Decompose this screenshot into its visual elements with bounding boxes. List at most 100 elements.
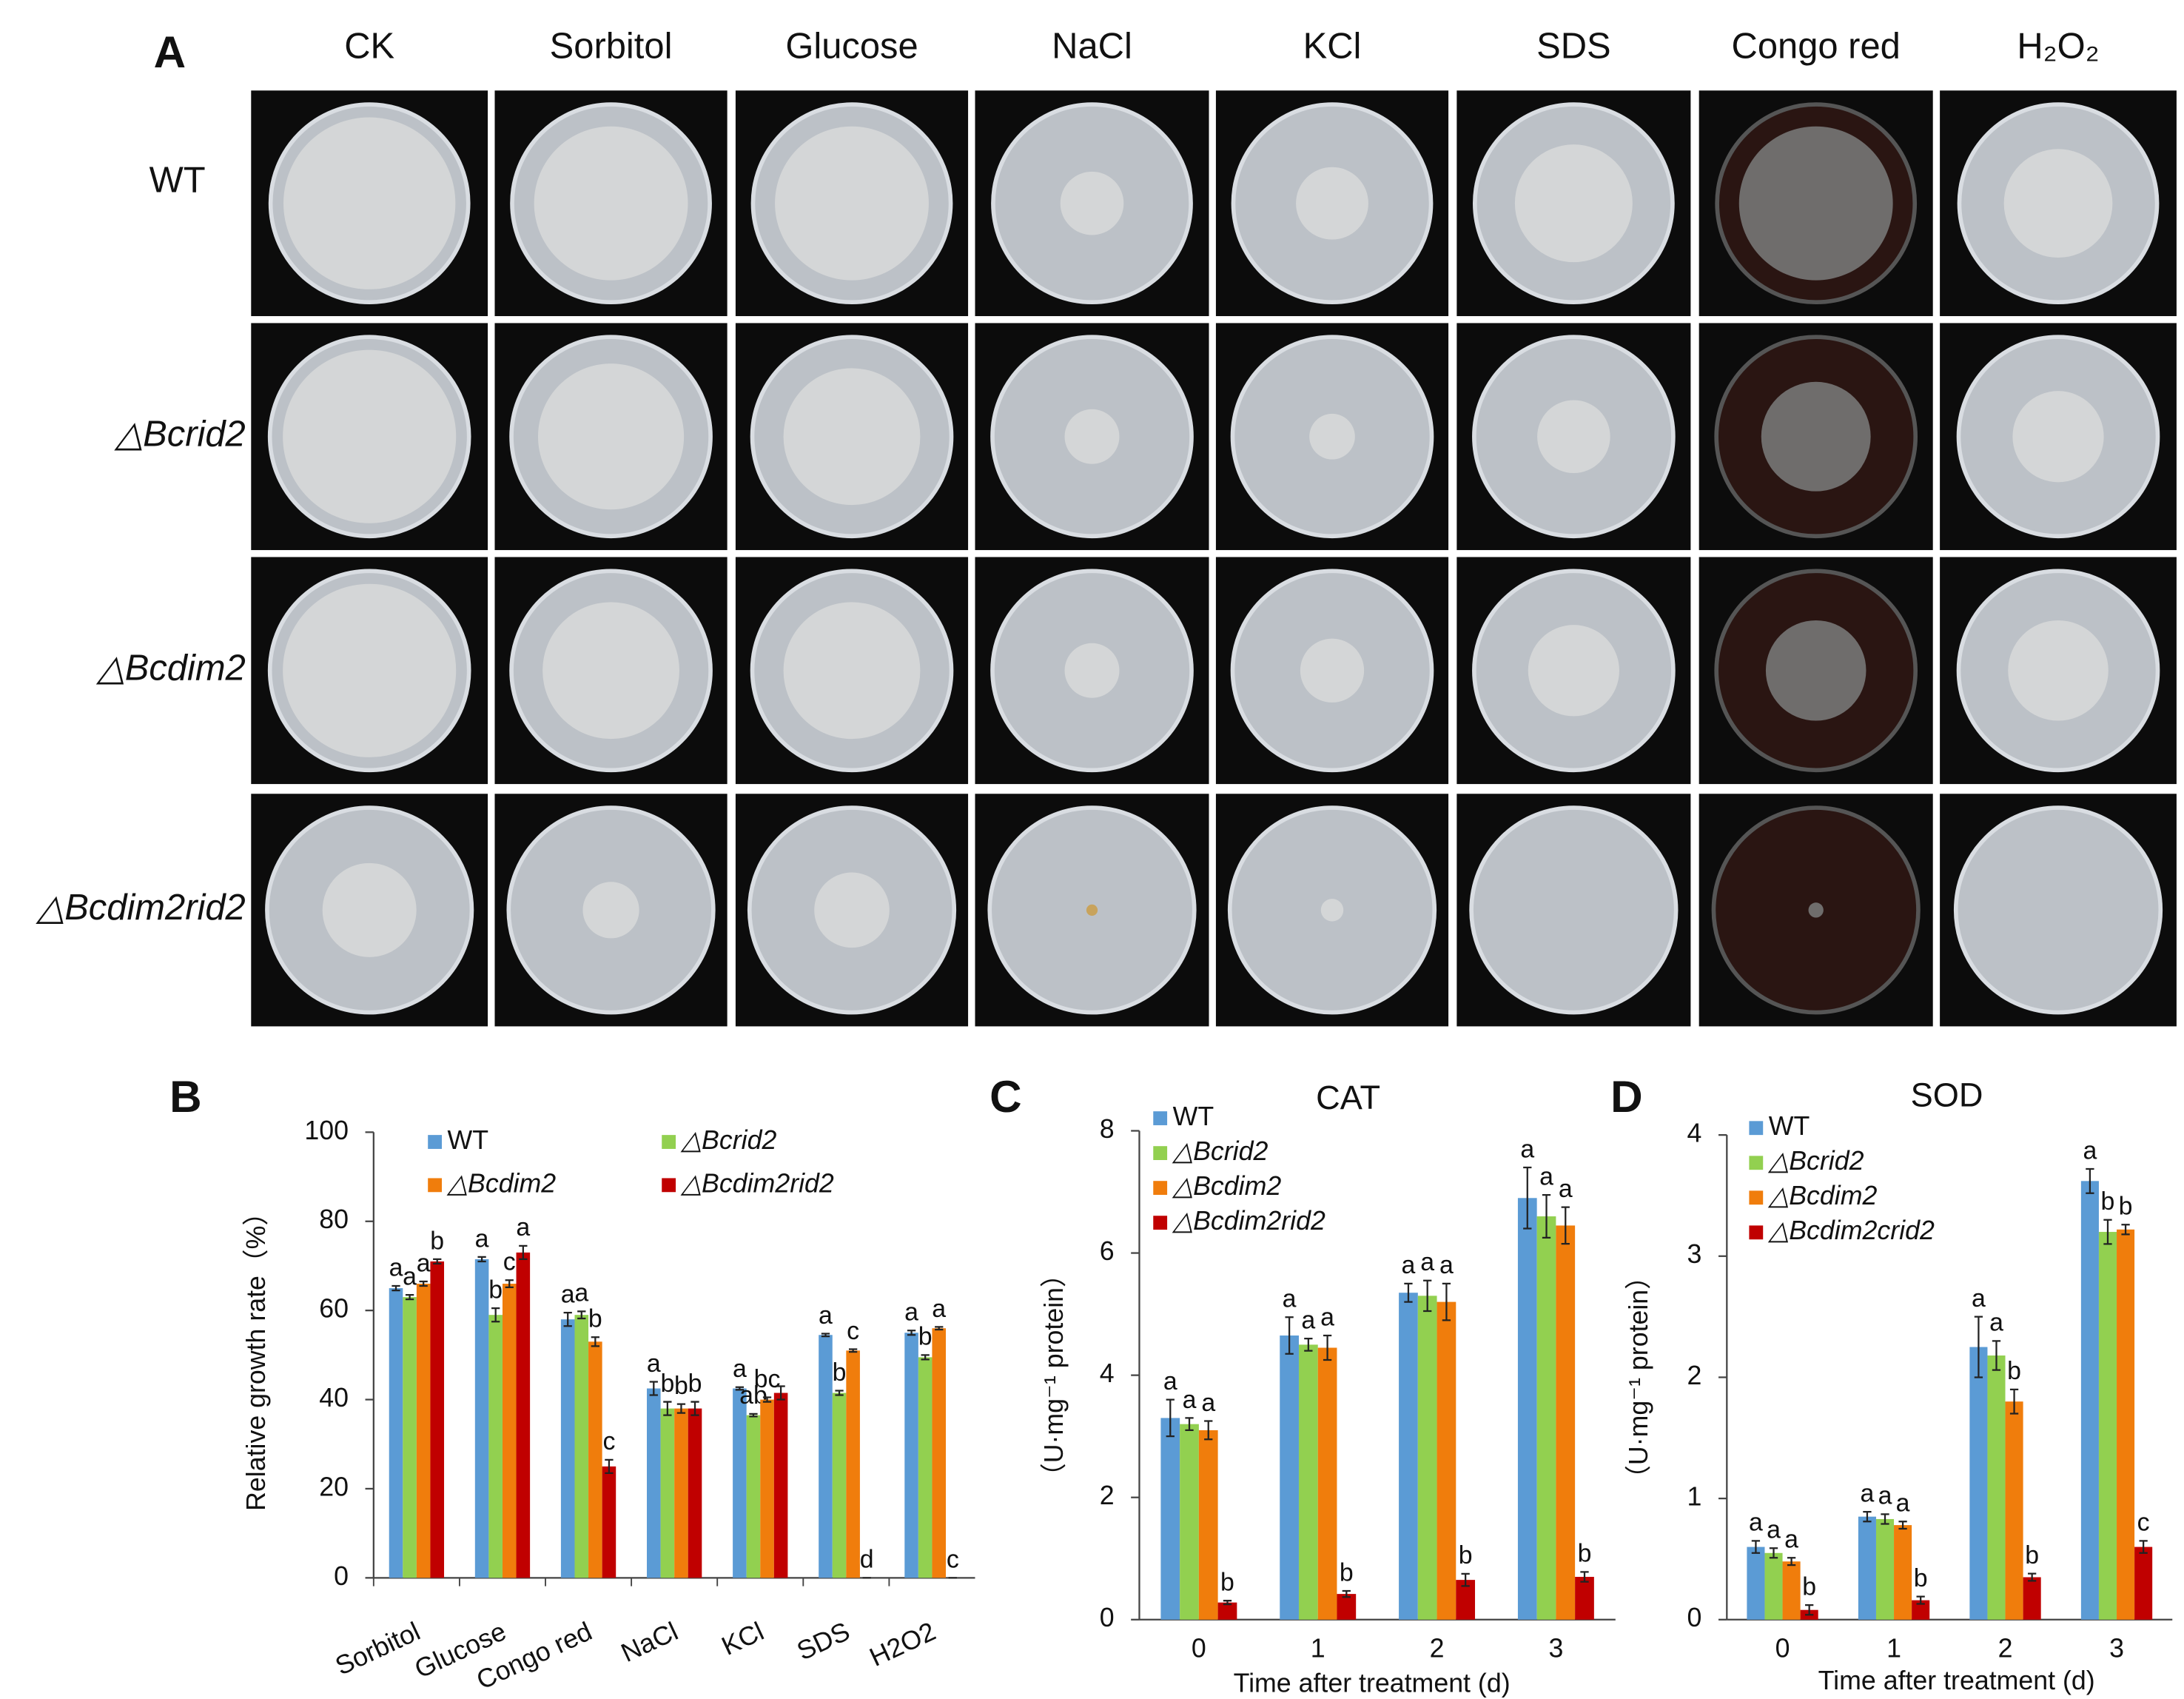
x-tick-label: 2	[1430, 1634, 1445, 1663]
colony	[1514, 144, 1633, 263]
bar	[733, 1388, 747, 1578]
bar	[1217, 1602, 1237, 1620]
significance-letter: a	[733, 1355, 747, 1383]
significance-letter: a	[1861, 1479, 1875, 1507]
significance-letter: c	[947, 1546, 959, 1574]
bar	[1969, 1347, 1988, 1620]
bar	[1875, 1518, 1895, 1620]
colony	[534, 126, 688, 281]
x-tick-label: Sorbitol	[331, 1616, 425, 1680]
bar	[488, 1315, 503, 1578]
significance-letter: a	[403, 1262, 417, 1290]
bar	[430, 1261, 445, 1578]
significance-letter: a	[1878, 1482, 1892, 1510]
significance-letter: b	[660, 1370, 674, 1398]
error-bar	[663, 1401, 672, 1416]
error-bar	[1523, 1166, 1532, 1230]
bar	[602, 1466, 616, 1578]
row-label: △Bcrid2	[114, 415, 246, 455]
bar	[1556, 1225, 1576, 1620]
legend-swatch	[428, 1135, 443, 1149]
bar	[846, 1350, 860, 1578]
x-axis-label: Time after treatment (d)	[1818, 1666, 2095, 1695]
bar	[1180, 1424, 1199, 1620]
bar	[1198, 1430, 1218, 1620]
column-label: H₂O₂	[2017, 27, 2099, 67]
bar	[1536, 1216, 1556, 1620]
significance-letter: a	[1201, 1389, 1215, 1417]
y-tick-label: 40	[319, 1383, 349, 1413]
bar	[2134, 1546, 2153, 1620]
colony	[1808, 902, 1824, 918]
legend-label: △Bcrid2	[1768, 1146, 1864, 1176]
bar	[1747, 1546, 1765, 1620]
legend-label: △Bcdim2	[1768, 1181, 1878, 1210]
chart-title: CAT	[1316, 1079, 1380, 1116]
error-bar	[591, 1336, 599, 1347]
bar	[1764, 1552, 1783, 1620]
bar	[1317, 1347, 1337, 1620]
column-label: NaCl	[1052, 27, 1132, 67]
panel-label: B	[169, 1072, 201, 1122]
bar	[1298, 1344, 1318, 1620]
error-bar	[1542, 1194, 1551, 1239]
bar	[819, 1335, 833, 1578]
significance-letter: b	[430, 1227, 444, 1255]
colony	[783, 368, 921, 506]
error-bar	[1204, 1420, 1213, 1441]
bar	[1575, 1576, 1594, 1620]
significance-letter: a	[1784, 1526, 1798, 1554]
column-label: SDS	[1536, 27, 1611, 67]
legend-label: △Bcdim2rid2	[1172, 1206, 1325, 1236]
y-tick-label: 1	[1687, 1482, 1702, 1512]
significance-letter: a	[389, 1253, 403, 1281]
error-bar	[649, 1381, 658, 1396]
error-bar	[419, 1280, 428, 1287]
bar	[918, 1357, 933, 1578]
significance-letter: a	[1539, 1163, 1553, 1191]
colony	[1761, 381, 1871, 492]
legend-label: △Bcrid2	[681, 1125, 777, 1155]
bar	[1987, 1355, 2006, 1620]
x-tick-label: 3	[1548, 1634, 1563, 1663]
error-bar	[1342, 1589, 1351, 1598]
bar	[2005, 1401, 2023, 1620]
significance-letter: a	[1749, 1509, 1763, 1537]
colony	[2012, 391, 2104, 483]
bar	[746, 1415, 761, 1578]
error-bar	[1561, 1206, 1570, 1245]
significance-letter: c	[2137, 1509, 2150, 1537]
colony	[283, 117, 456, 289]
panel-label: A	[154, 27, 186, 77]
colony	[322, 862, 417, 957]
bar	[2023, 1577, 2041, 1620]
significance-letter: c	[602, 1427, 615, 1455]
error-bar	[1461, 1572, 1470, 1587]
y-tick-label: 2	[1100, 1481, 1115, 1510]
significance-letter: a	[1420, 1248, 1434, 1276]
x-tick-label: 3	[2109, 1634, 2124, 1663]
colony	[2003, 149, 2113, 258]
bar	[1858, 1516, 1876, 1620]
significance-letter: a	[574, 1279, 588, 1307]
error-bar	[1304, 1337, 1313, 1352]
bar	[904, 1333, 918, 1578]
bar	[1517, 1198, 1537, 1620]
bar	[932, 1328, 947, 1578]
bar	[2098, 1232, 2117, 1620]
column-label: KCl	[1303, 27, 1362, 67]
bar	[416, 1284, 431, 1578]
significance-letter: a	[1320, 1303, 1334, 1331]
legend-swatch	[662, 1178, 676, 1193]
x-tick-label: 0	[1775, 1634, 1790, 1663]
y-tick-label: 100	[304, 1116, 349, 1145]
bar	[574, 1315, 589, 1578]
colony	[1528, 625, 1619, 717]
bar	[1280, 1335, 1299, 1620]
error-bar	[392, 1284, 400, 1292]
row-label: △Bcdim2rid2	[36, 888, 246, 928]
error-bar	[577, 1310, 586, 1320]
bar	[1437, 1301, 1456, 1620]
colony	[537, 363, 685, 510]
